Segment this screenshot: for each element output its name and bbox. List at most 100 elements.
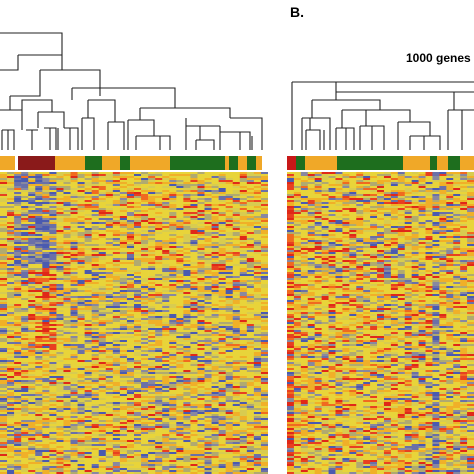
heatmap-cell xyxy=(56,172,64,175)
heatmap-cell xyxy=(42,372,50,375)
heatmap-cell xyxy=(197,172,205,175)
heatmap-cell xyxy=(63,266,71,269)
heatmap-cell xyxy=(141,392,149,395)
heatmap-cell xyxy=(0,404,8,407)
heatmap-cell xyxy=(49,388,57,391)
heatmap-cell xyxy=(63,310,71,313)
heatmap-cell xyxy=(190,200,198,203)
heatmap-cell xyxy=(70,202,78,205)
heatmap-cell xyxy=(211,408,219,411)
heatmap-cell xyxy=(28,404,36,407)
heatmap-cell xyxy=(0,232,8,235)
heatmap-cell xyxy=(225,306,234,309)
heatmap-cell xyxy=(162,194,170,197)
heatmap-cell xyxy=(211,180,219,183)
heatmap-cell xyxy=(253,230,262,233)
heatmap-cell xyxy=(0,228,8,231)
heatmap-cell xyxy=(35,382,43,385)
heatmap-cell xyxy=(183,258,191,261)
heatmap-cell xyxy=(112,194,121,197)
heatmap-cell xyxy=(183,352,191,355)
heatmap-cell xyxy=(232,392,241,395)
heatmap-cell xyxy=(162,398,170,401)
heatmap-cell xyxy=(49,406,57,409)
heatmap-cell xyxy=(84,326,92,329)
heatmap-cell xyxy=(21,228,29,231)
heatmap-cell xyxy=(232,418,241,421)
heatmap-cell xyxy=(0,254,8,257)
heatmap-cell xyxy=(134,374,142,377)
heatmap-cell xyxy=(35,192,43,195)
heatmap-cell xyxy=(204,414,212,417)
heatmap-cell xyxy=(246,322,255,325)
heatmap-cell xyxy=(35,272,43,275)
heatmap-cell xyxy=(190,292,198,295)
heatmap-cell xyxy=(197,318,205,321)
heatmap-cell xyxy=(42,256,50,259)
heatmap-cell xyxy=(126,250,135,253)
heatmap-cell xyxy=(176,212,184,215)
heatmap-cell xyxy=(70,424,78,427)
heatmap-cell xyxy=(134,202,142,205)
heatmap-cell xyxy=(162,298,170,301)
heatmap-cell xyxy=(21,422,29,425)
heatmap-cell xyxy=(98,406,107,409)
heatmap-cell xyxy=(239,266,248,269)
heatmap-cell xyxy=(63,236,71,239)
heatmap-cell xyxy=(232,430,241,433)
heatmap-cell xyxy=(260,304,269,307)
heatmap-cell xyxy=(197,342,205,345)
heatmap-cell xyxy=(253,426,262,429)
heatmap-cell xyxy=(162,274,170,277)
heatmap-cell xyxy=(225,334,234,337)
heatmap-cell xyxy=(155,256,163,259)
heatmap-cell xyxy=(77,384,85,387)
heatmap-cell xyxy=(77,186,85,189)
heatmap-cell xyxy=(141,272,149,275)
heatmap-cell xyxy=(253,266,262,269)
heatmap-cell xyxy=(49,268,57,271)
heatmap-cell xyxy=(35,236,43,239)
heatmap-cell xyxy=(91,176,100,179)
heatmap-cell xyxy=(21,424,29,427)
heatmap-cell xyxy=(119,378,128,381)
heatmap-cell xyxy=(35,188,43,191)
heatmap-cell xyxy=(190,304,198,307)
heatmap-cell xyxy=(211,362,219,365)
heatmap-cell xyxy=(7,392,15,395)
heatmap-cell xyxy=(204,270,212,273)
heatmap-cell xyxy=(155,400,163,403)
heatmap-cell xyxy=(197,400,205,403)
heatmap-cell xyxy=(169,240,177,243)
heatmap-cell xyxy=(105,312,114,315)
heatmap-cell xyxy=(21,220,29,223)
heatmap-cell xyxy=(204,200,212,203)
heatmap-cell xyxy=(197,294,205,297)
heatmap-cell xyxy=(14,182,22,185)
heatmap-cell xyxy=(246,320,255,323)
heatmap-cell xyxy=(190,326,198,329)
heatmap-cell xyxy=(49,396,57,399)
heatmap-cell xyxy=(211,392,219,395)
heatmap-cell xyxy=(204,264,212,267)
heatmap-cell xyxy=(239,340,248,343)
heatmap-cell xyxy=(126,278,135,281)
heatmap-cell xyxy=(225,256,234,259)
heatmap-cell xyxy=(49,416,57,419)
heatmap-cell xyxy=(211,230,219,233)
heatmap-cell xyxy=(141,212,149,215)
heatmap-cell xyxy=(211,274,219,277)
heatmap-cell xyxy=(0,178,8,181)
heatmap-cell xyxy=(197,326,205,329)
heatmap-cell xyxy=(232,232,241,235)
heatmap-cell xyxy=(155,402,163,405)
heatmap-cell xyxy=(134,418,142,421)
heatmap-cell xyxy=(253,418,262,421)
heatmap-cell xyxy=(7,306,15,309)
heatmap-cell xyxy=(253,190,262,193)
heatmap-cell xyxy=(155,394,163,397)
heatmap-cell xyxy=(119,262,128,265)
heatmap-cell xyxy=(63,332,71,335)
heatmap-cell xyxy=(28,250,36,253)
heatmap-cell xyxy=(204,318,212,321)
